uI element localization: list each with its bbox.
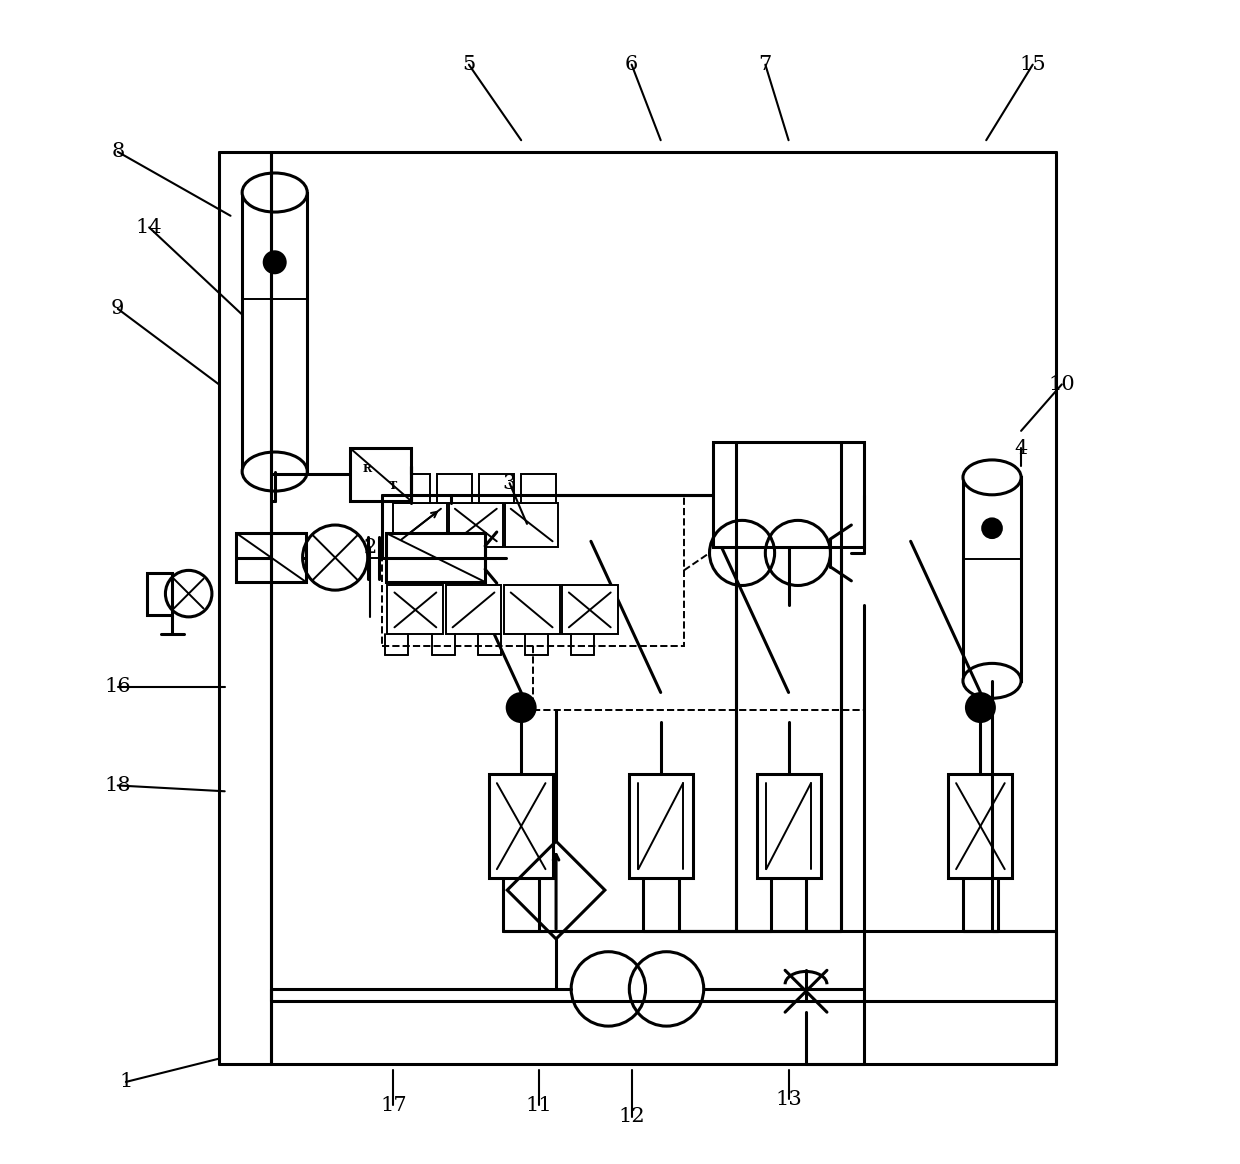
Bar: [350, 448, 410, 501]
Circle shape: [507, 694, 536, 722]
Bar: [562, 585, 618, 634]
Circle shape: [264, 251, 285, 272]
Ellipse shape: [242, 452, 308, 491]
Circle shape: [983, 519, 1002, 538]
Bar: [382, 495, 684, 646]
Bar: [237, 533, 306, 582]
Bar: [949, 774, 1012, 879]
Text: 9: 9: [112, 299, 124, 318]
Text: 18: 18: [104, 776, 131, 795]
Text: 8: 8: [112, 142, 124, 162]
Bar: [396, 474, 430, 503]
Text: 6: 6: [625, 55, 639, 74]
Bar: [503, 585, 559, 634]
Circle shape: [966, 694, 994, 722]
Text: 11: 11: [526, 1095, 552, 1115]
Bar: [629, 774, 693, 879]
Text: 4: 4: [1014, 439, 1028, 457]
Text: 1: 1: [119, 1072, 133, 1092]
Bar: [242, 192, 308, 471]
Text: T: T: [388, 481, 397, 491]
Text: 17: 17: [379, 1095, 407, 1115]
Text: 16: 16: [104, 677, 131, 696]
Bar: [146, 573, 172, 615]
Bar: [445, 585, 501, 634]
Bar: [521, 474, 556, 503]
Bar: [449, 503, 502, 547]
Bar: [387, 585, 443, 634]
Text: 10: 10: [1048, 375, 1075, 393]
Bar: [387, 533, 485, 582]
Text: 5: 5: [463, 55, 475, 74]
Bar: [393, 503, 446, 547]
Text: 7: 7: [759, 55, 773, 74]
Bar: [438, 474, 472, 503]
Ellipse shape: [963, 663, 1021, 698]
Text: 13: 13: [775, 1090, 802, 1109]
Bar: [490, 774, 553, 879]
Bar: [713, 442, 864, 547]
Bar: [963, 477, 1021, 681]
Text: 15: 15: [1019, 55, 1047, 74]
Text: 12: 12: [619, 1107, 645, 1127]
Text: 2: 2: [363, 538, 377, 556]
Ellipse shape: [242, 173, 308, 212]
Text: 14: 14: [136, 218, 162, 237]
Text: R: R: [362, 462, 371, 474]
Bar: [756, 774, 821, 879]
Bar: [505, 503, 558, 547]
Bar: [480, 474, 515, 503]
Ellipse shape: [963, 460, 1021, 495]
Text: 3: 3: [503, 474, 516, 492]
